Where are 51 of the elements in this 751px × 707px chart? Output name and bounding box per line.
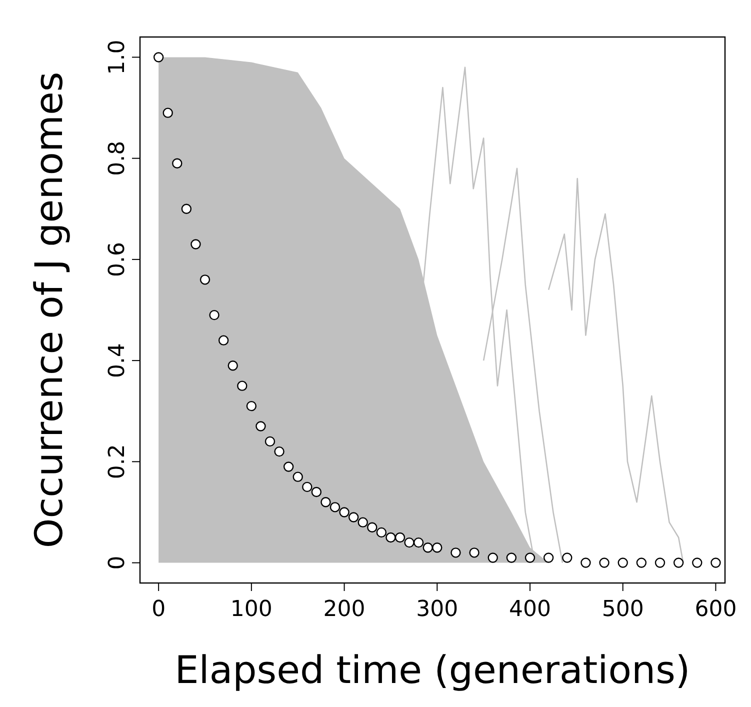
point bbox=[283, 462, 294, 472]
point bbox=[153, 52, 164, 62]
point bbox=[524, 552, 536, 563]
point bbox=[367, 522, 378, 532]
y-tick-label: 0 bbox=[105, 556, 130, 570]
point bbox=[209, 310, 220, 320]
point bbox=[218, 335, 229, 346]
point bbox=[200, 274, 210, 285]
point bbox=[246, 400, 257, 412]
x-tick-label: 500 bbox=[602, 597, 644, 622]
y-axis-title: Occurrence of J genomes bbox=[27, 72, 71, 548]
y-tick-label: 0.4 bbox=[105, 343, 130, 378]
point bbox=[256, 421, 266, 432]
x-tick-label: 200 bbox=[323, 597, 366, 622]
point bbox=[404, 537, 414, 548]
point bbox=[292, 472, 303, 482]
y-tick-label: 1.0 bbox=[105, 40, 130, 75]
point bbox=[190, 239, 201, 250]
point bbox=[432, 542, 442, 553]
point bbox=[181, 204, 192, 214]
point bbox=[413, 537, 424, 548]
point bbox=[264, 436, 276, 447]
x-tick-label: 0 bbox=[152, 597, 166, 622]
point bbox=[237, 380, 248, 391]
point bbox=[339, 507, 350, 518]
point bbox=[488, 552, 498, 563]
x-tick-label: 100 bbox=[230, 597, 272, 622]
point bbox=[320, 497, 331, 508]
point bbox=[302, 482, 312, 492]
point bbox=[469, 548, 480, 558]
point bbox=[394, 532, 406, 543]
point bbox=[386, 532, 396, 543]
x-tick-label: 300 bbox=[416, 597, 458, 622]
point bbox=[162, 108, 173, 118]
x-tick-label: 400 bbox=[509, 597, 551, 622]
point bbox=[358, 517, 368, 528]
x-tick-label: 600 bbox=[694, 597, 737, 622]
y-tick-label: 0.2 bbox=[105, 444, 130, 480]
point bbox=[348, 512, 359, 522]
point bbox=[172, 158, 182, 168]
y-tick-label: 0.6 bbox=[105, 242, 130, 277]
point bbox=[330, 502, 340, 512]
x-axis-title: Elapsed time (generations) bbox=[174, 648, 690, 692]
point bbox=[450, 548, 461, 558]
point bbox=[228, 360, 238, 371]
y-tick-label: 0.8 bbox=[105, 140, 130, 176]
point bbox=[506, 552, 517, 563]
point bbox=[422, 542, 433, 553]
point bbox=[311, 486, 322, 498]
point bbox=[376, 527, 387, 538]
point bbox=[274, 446, 284, 457]
